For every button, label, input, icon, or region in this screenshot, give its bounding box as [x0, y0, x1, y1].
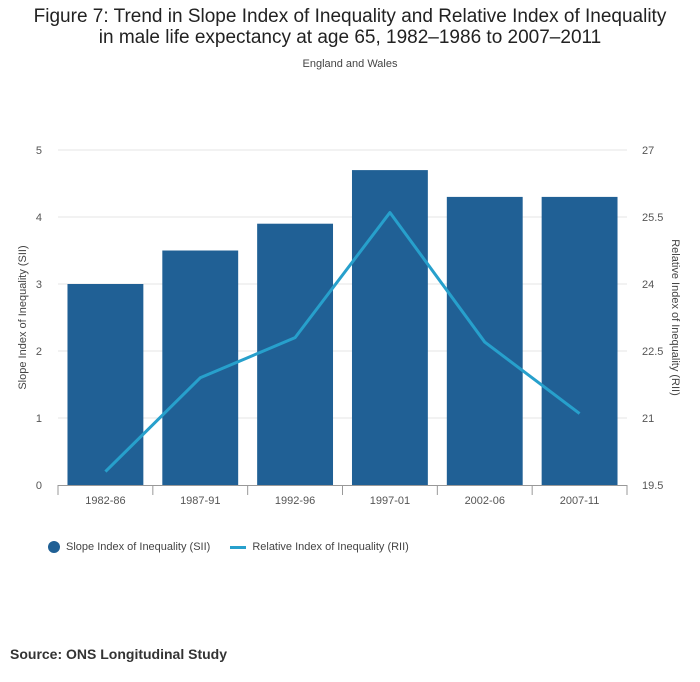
y-axis-tick-label: 0	[36, 480, 42, 492]
legend-item-rii: Relative Index of Inequality (RII)	[230, 541, 409, 553]
y2-axis-tick-label: 24	[642, 279, 654, 291]
y2-axis-tick-label: 19.5	[642, 480, 663, 492]
bar	[257, 223, 334, 485]
legend-item-sii: Slope Index of Inequality (SII)	[48, 541, 210, 553]
bar	[67, 284, 144, 485]
x-axis-tick-label: 2007-11	[560, 495, 600, 507]
chart-title: Figure 7: Trend in Slope Index of Inequa…	[0, 6, 700, 48]
y-axis-tick-label: 5	[36, 145, 42, 157]
y2-axis-tick-label: 25.5	[642, 212, 663, 224]
chart-legend: Slope Index of Inequality (SII) Relative…	[48, 541, 429, 553]
legend-label-rii: Relative Index of Inequality (RII)	[252, 541, 409, 553]
chart-title-line-2: in male life expectancy at age 65, 1982–…	[98, 27, 602, 48]
x-axis-tick-label: 1997-01	[370, 495, 410, 507]
chart-title-line-1: Figure 7: Trend in Slope Index of Inequa…	[33, 6, 667, 27]
chart-subtitle: England and Wales	[302, 58, 398, 70]
legend-label-sii: Slope Index of Inequality (SII)	[66, 541, 211, 553]
x-axis-tick-label: 1987-91	[180, 495, 220, 507]
rii-line	[104, 211, 581, 473]
y2-axis-tick-label: 22.5	[642, 346, 663, 358]
bar	[541, 196, 618, 485]
y2-axis-title: Relative Index of Inequality (RII)	[669, 239, 681, 396]
y2-axis-tick-label: 21	[642, 413, 654, 425]
y-axis-tick-label: 4	[36, 212, 42, 224]
x-axis-tick-label: 1992-96	[275, 495, 315, 507]
bar	[351, 170, 428, 485]
y-axis-title: Slope Index of Inequality (SII)	[17, 245, 29, 389]
y-axis-tick-label: 2	[36, 346, 42, 358]
x-axis-tick-label: 2002-06	[465, 495, 505, 507]
y2-axis-tick-label: 27	[642, 145, 654, 157]
x-axis-tick-label: 1982-86	[85, 495, 125, 507]
y-axis-tick-label: 3	[36, 279, 42, 291]
source-note: Source: ONS Longitudinal Study	[10, 646, 227, 662]
legend-bar-swatch	[48, 541, 60, 553]
legend-line-swatch	[230, 545, 247, 549]
y-axis-tick-label: 1	[36, 413, 42, 425]
